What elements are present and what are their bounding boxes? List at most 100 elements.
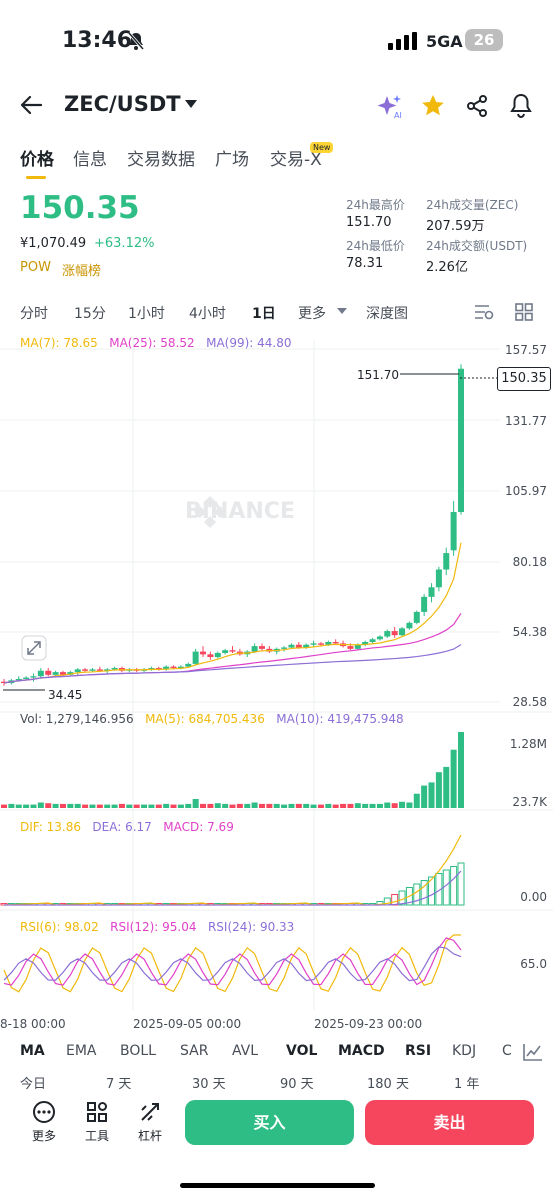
volume-bar xyxy=(67,803,74,808)
vol-axis-top: 1.28M xyxy=(509,737,547,751)
date-label-0: 8-18 00:00 xyxy=(0,1017,66,1031)
volume-bar xyxy=(391,803,398,808)
sell-button[interactable]: 卖出 xyxy=(365,1100,534,1145)
chart-grid xyxy=(0,340,553,1010)
kline-chart[interactable]: BINANCE 151.70 34.45 xyxy=(0,328,553,1018)
tool-tools[interactable]: 工具 xyxy=(77,1100,117,1144)
volume-bar xyxy=(384,802,391,808)
tab-info[interactable]: 信息 xyxy=(73,150,107,170)
candle-body xyxy=(15,678,22,681)
candle-body xyxy=(1,681,7,684)
candle-body xyxy=(413,611,420,623)
range-1y[interactable]: 1 年 xyxy=(454,1077,480,1092)
volume-bar xyxy=(148,804,155,808)
interval-depth[interactable]: 深度图 xyxy=(366,306,408,322)
volume-bar xyxy=(45,803,52,808)
svg-text:AI: AI xyxy=(394,111,402,120)
indicator-avl[interactable]: AVL xyxy=(232,1043,259,1059)
vol-ma5: MA(5): 684,705.436 xyxy=(145,712,265,726)
candle-body xyxy=(369,639,376,643)
volume-bar xyxy=(273,803,280,808)
layout-grid-icon[interactable] xyxy=(515,303,533,321)
candle-body xyxy=(325,642,332,645)
ma-lines xyxy=(3,542,462,684)
interval-15m[interactable]: 15分 xyxy=(74,306,106,322)
macd-histogram xyxy=(0,834,465,906)
indicator-settings-icon[interactable] xyxy=(523,1043,543,1061)
volume-bar xyxy=(8,803,15,808)
candle-body xyxy=(59,672,66,675)
candle-body xyxy=(96,669,103,671)
tool-more[interactable]: 更多 xyxy=(24,1100,64,1144)
macd-dif: DIF: 13.86 xyxy=(20,820,81,834)
network-type: 5GA xyxy=(426,32,463,51)
volume-bar xyxy=(435,772,442,808)
vol-axis-bottom: 23.7K xyxy=(512,795,547,809)
chart-settings-icon[interactable] xyxy=(474,303,494,321)
amount-value: 2.26亿 xyxy=(426,260,468,275)
star-icon[interactable] xyxy=(421,94,445,117)
vol-ma10: MA(10): 419,475.948 xyxy=(276,712,404,726)
low-marker: 34.45 xyxy=(48,688,82,702)
low-value: 78.31 xyxy=(346,256,384,271)
volume-bar xyxy=(354,803,361,808)
tab-trade-x[interactable]: 交易-X xyxy=(270,150,322,170)
ai-sparkle-icon[interactable]: AI xyxy=(376,94,404,120)
macd-value: MACD: 7.69 xyxy=(163,820,234,834)
status-bar: 13:46 5GA 26 xyxy=(0,0,553,82)
indicator-macd[interactable]: MACD xyxy=(338,1043,385,1059)
range-90d[interactable]: 90 天 xyxy=(280,1077,314,1092)
interval-line[interactable]: 分时 xyxy=(20,306,48,322)
rsi-lines xyxy=(3,934,462,993)
indicator-vol[interactable]: VOL xyxy=(286,1043,318,1059)
pair-title[interactable]: ZEC/USDT xyxy=(64,92,181,116)
interval-more[interactable]: 更多 xyxy=(298,306,326,322)
candle-body xyxy=(251,646,258,652)
tag-gainers[interactable]: 涨幅榜 xyxy=(62,264,102,279)
indicator-sar[interactable]: SAR xyxy=(180,1043,209,1059)
volume-bar xyxy=(52,803,59,808)
share-icon[interactable] xyxy=(465,94,489,118)
candle-body xyxy=(222,650,229,653)
interval-1d[interactable]: 1日 xyxy=(252,306,276,322)
indicator-c[interactable]: C xyxy=(502,1043,512,1059)
indicator-kdj[interactable]: KDJ xyxy=(452,1043,477,1059)
bell-icon[interactable] xyxy=(510,93,532,118)
back-arrow-icon[interactable] xyxy=(20,95,42,115)
dif-line xyxy=(3,834,462,906)
new-badge: New xyxy=(310,142,334,153)
volume-bar xyxy=(229,804,236,808)
volume-bar xyxy=(207,803,214,808)
tool-margin[interactable]: 杠杆 xyxy=(130,1100,170,1144)
vol-value-text: Vol: 1,279,146.956 xyxy=(20,712,134,726)
candle-body xyxy=(111,668,118,670)
indicator-ema[interactable]: EMA xyxy=(66,1043,97,1059)
tab-trading-data[interactable]: 交易数据 xyxy=(127,150,195,170)
current-price-marker: 150.35 xyxy=(497,367,551,391)
indicator-rsi[interactable]: RSI xyxy=(405,1043,432,1059)
buy-button[interactable]: 买入 xyxy=(185,1100,354,1145)
range-180d[interactable]: 180 天 xyxy=(367,1077,409,1092)
range-7d[interactable]: 7 天 xyxy=(106,1077,132,1092)
volume-bar xyxy=(458,732,464,808)
range-30d[interactable]: 30 天 xyxy=(192,1077,226,1092)
volume-bar xyxy=(413,793,420,808)
dropdown-icon[interactable] xyxy=(185,100,197,109)
candle-body xyxy=(421,596,428,612)
range-today[interactable]: 今日 xyxy=(20,1077,47,1092)
volume-bar xyxy=(15,804,22,808)
candle-body xyxy=(443,553,450,570)
interval-1h[interactable]: 1小时 xyxy=(128,306,165,322)
high-label: 24h最高价 xyxy=(346,198,405,212)
tag-pow[interactable]: POW xyxy=(20,260,51,275)
indicator-boll[interactable]: BOLL xyxy=(120,1043,156,1059)
more-dropdown-icon[interactable] xyxy=(337,308,347,315)
tab-active-indicator xyxy=(26,176,46,179)
interval-4h[interactable]: 4小时 xyxy=(189,306,226,322)
indicator-ma[interactable]: MA xyxy=(20,1043,45,1059)
volume-bar xyxy=(111,804,118,808)
tab-square[interactable]: 广场 xyxy=(215,150,249,170)
tab-price[interactable]: 价格 xyxy=(20,150,54,170)
rsi12-value: RSI(12): 95.04 xyxy=(110,920,197,934)
volume-bar xyxy=(376,803,383,808)
